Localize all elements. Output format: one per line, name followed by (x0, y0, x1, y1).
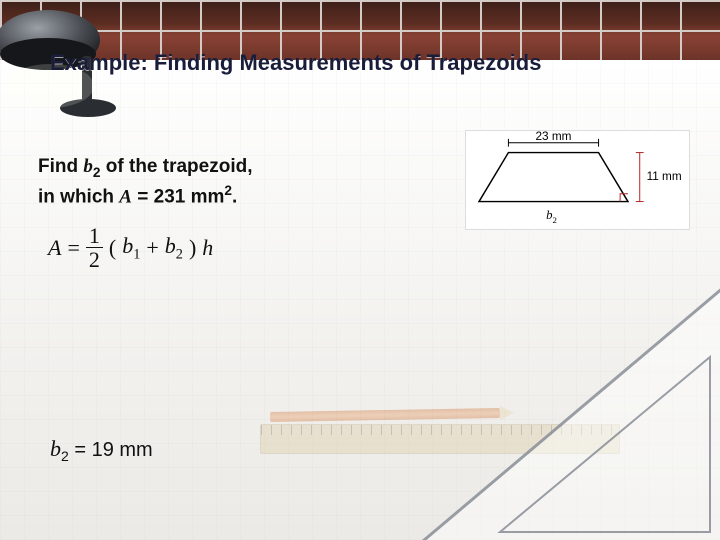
b1-letter: b (122, 233, 133, 258)
problem-line2-eq: = 231 mm (132, 186, 224, 207)
trapezoid-figure: 23 mm 11 mm b2 (465, 130, 690, 230)
formula-eq: = (67, 235, 79, 261)
formula-lhs: A (48, 235, 61, 261)
base-label-sub: 2 (553, 215, 557, 225)
b1-sub: 1 (133, 246, 140, 262)
close-paren: ) (189, 235, 196, 261)
height-dimension (636, 153, 644, 202)
height-dim-label: 11 mm (647, 170, 682, 183)
problem-sub-2: 2 (93, 165, 101, 180)
formula-b2: b2 (165, 233, 183, 263)
plus-sign: + (146, 235, 158, 261)
answer-sub: 2 (61, 448, 69, 464)
b2-letter: b (165, 233, 176, 258)
area-formula: A = 1 2 ( b1 + b2 ) h (48, 225, 213, 271)
problem-text: Find b2 of the trapezoid, in which A = 2… (38, 155, 418, 210)
open-paren: ( (109, 235, 116, 261)
answer-rest: = 19 mm (69, 439, 153, 461)
slide: Example: Finding Measurements of Trapezo… (0, 0, 720, 540)
trapezoid-svg: 23 mm 11 mm b2 (466, 131, 689, 229)
trapezoid-shape (479, 153, 628, 202)
base-label: b2 (546, 208, 557, 225)
formula-h: h (202, 235, 213, 261)
slide-title: Example: Finding Measurements of Trapezo… (50, 50, 541, 76)
problem-line1-suffix: of the trapezoid, (101, 156, 253, 177)
top-dim-label: 23 mm (536, 131, 572, 143)
problem-sup-2: 2 (224, 183, 232, 198)
formula-fraction: 1 2 (86, 225, 103, 271)
problem-line2-prefix: in which (38, 186, 119, 207)
fraction-numerator: 1 (86, 225, 103, 248)
problem-line2-end: . (232, 186, 237, 207)
fraction-denominator: 2 (86, 248, 103, 271)
problem-line1-prefix: Find (38, 156, 83, 177)
answer-text: b2 = 19 mm (50, 436, 153, 464)
b2-sub: 2 (176, 246, 183, 262)
answer-var: b (50, 436, 61, 461)
formula-b1: b1 (122, 233, 140, 263)
problem-var-a: A (119, 186, 132, 207)
problem-var-b: b (83, 156, 93, 177)
